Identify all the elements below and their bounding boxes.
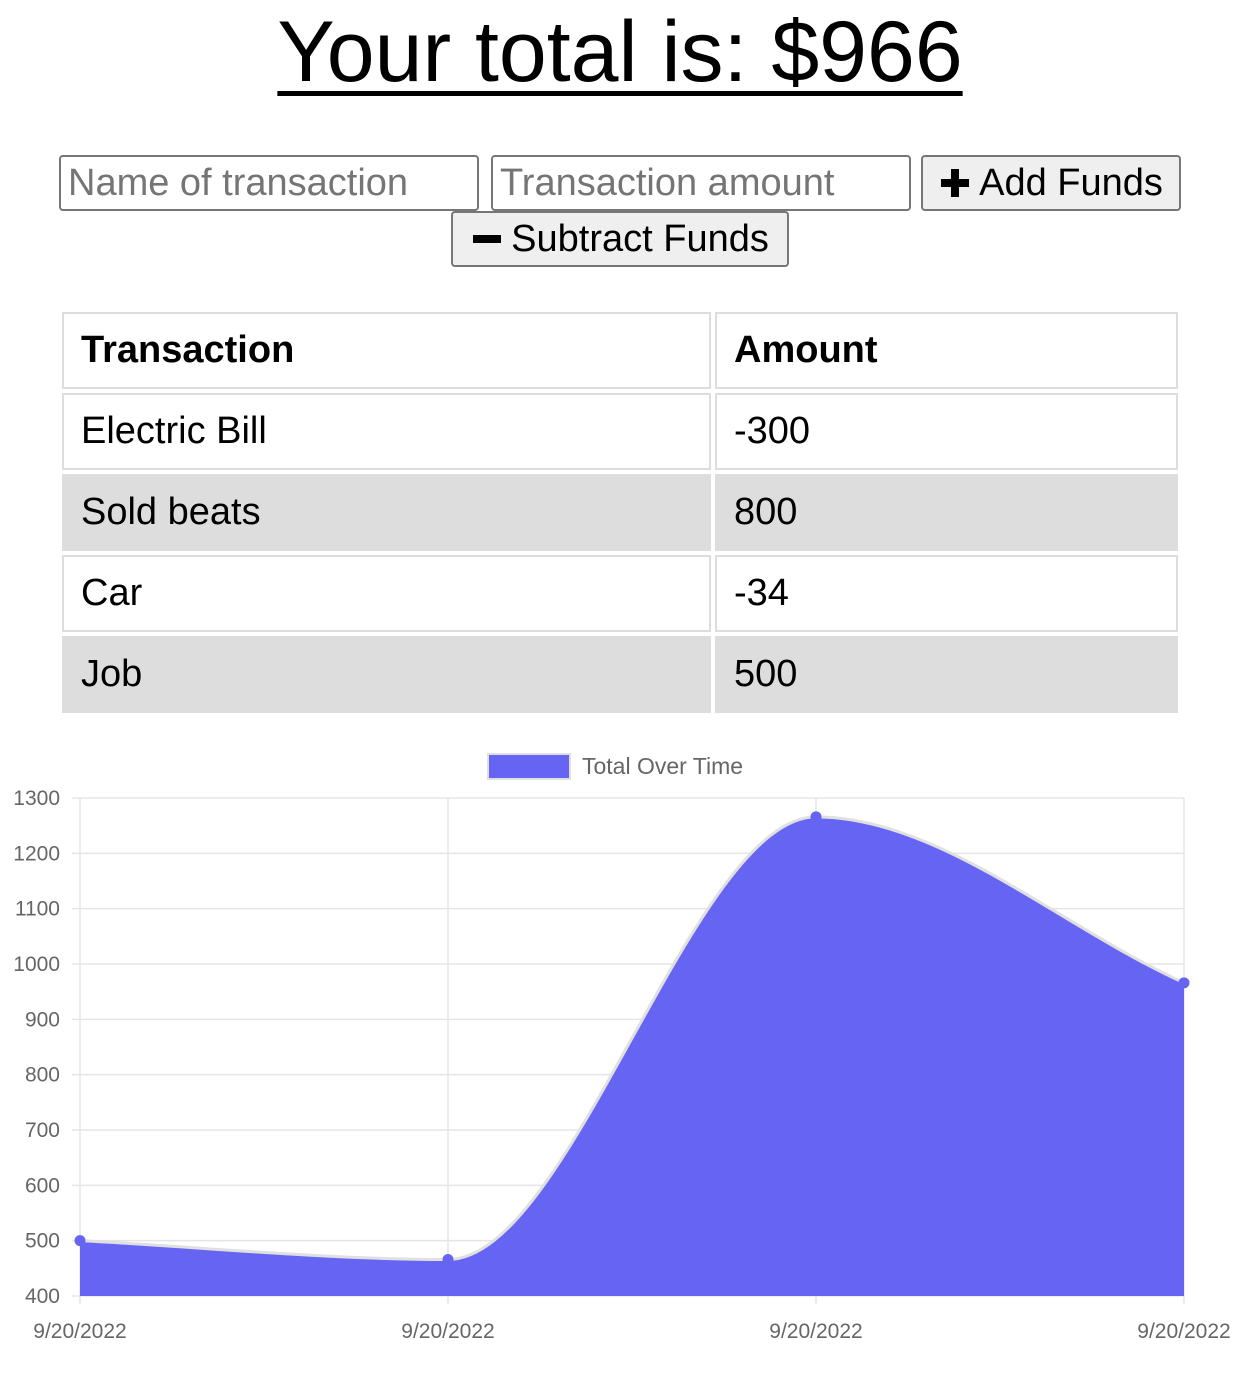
total-heading: Your total is: $966 xyxy=(277,4,963,100)
transaction-amount-cell: -300 xyxy=(715,393,1178,470)
data-point xyxy=(810,811,822,823)
table-row: Sold beats 800 xyxy=(62,474,1178,551)
y-tick-label: 1100 xyxy=(15,898,60,921)
series-area xyxy=(80,816,1184,1296)
series-line xyxy=(79,815,1185,1261)
data-point xyxy=(1178,977,1190,989)
transaction-name-cell: Electric Bill xyxy=(62,393,711,470)
data-point xyxy=(442,1253,454,1265)
total-over-time-chart: 400 500 600 700 800 900 1000 1100 1200 1300 9/20/2… xyxy=(13,753,1231,1343)
header-transaction: Transaction xyxy=(62,312,711,389)
y-tick-label: 1300 xyxy=(13,787,60,810)
table-row: Car -34 xyxy=(62,555,1178,632)
transaction-amount-cell: 800 xyxy=(715,474,1178,551)
transaction-amount-input[interactable] xyxy=(491,155,911,211)
add-funds-button[interactable]: Add Funds xyxy=(921,155,1181,211)
x-tick-label: 9/20/2022 xyxy=(401,1320,494,1343)
transaction-name-input[interactable] xyxy=(59,155,479,211)
header-amount: Amount xyxy=(715,312,1178,389)
minus-icon xyxy=(471,223,503,255)
x-tick-label: 9/20/2022 xyxy=(1137,1320,1230,1343)
y-tick-label: 900 xyxy=(25,1008,60,1031)
transaction-name-cell: Job xyxy=(62,636,711,713)
x-tick-label: 9/20/2022 xyxy=(33,1320,126,1343)
transaction-name-cell: Sold beats xyxy=(62,474,711,551)
y-tick-label: 700 xyxy=(25,1119,60,1142)
table-row: Job 500 xyxy=(62,636,1178,713)
y-tick-label: 800 xyxy=(25,1064,60,1087)
legend-label: Total Over Time xyxy=(582,753,743,779)
table-row: Electric Bill -300 xyxy=(62,393,1178,470)
y-tick-label: 1200 xyxy=(13,842,60,865)
y-tick-label: 500 xyxy=(25,1230,60,1253)
transaction-amount-cell: 500 xyxy=(715,636,1178,713)
table-header-row: Transaction Amount xyxy=(62,312,1178,389)
transaction-amount-cell: -34 xyxy=(715,555,1178,632)
plus-icon xyxy=(939,167,971,199)
y-tick-label: 400 xyxy=(25,1285,60,1308)
transaction-name-cell: Car xyxy=(62,555,711,632)
data-point xyxy=(74,1235,86,1247)
add-funds-label: Add Funds xyxy=(979,161,1163,204)
transactions-table: Transaction Amount Electric Bill -300 So… xyxy=(58,308,1182,717)
y-tick-label: 1000 xyxy=(13,953,60,976)
subtract-funds-button[interactable]: Subtract Funds xyxy=(451,211,789,267)
subtract-funds-label: Subtract Funds xyxy=(511,217,769,260)
y-tick-label: 600 xyxy=(25,1174,60,1197)
legend-swatch xyxy=(487,753,571,780)
x-tick-label: 9/20/2022 xyxy=(769,1320,862,1343)
